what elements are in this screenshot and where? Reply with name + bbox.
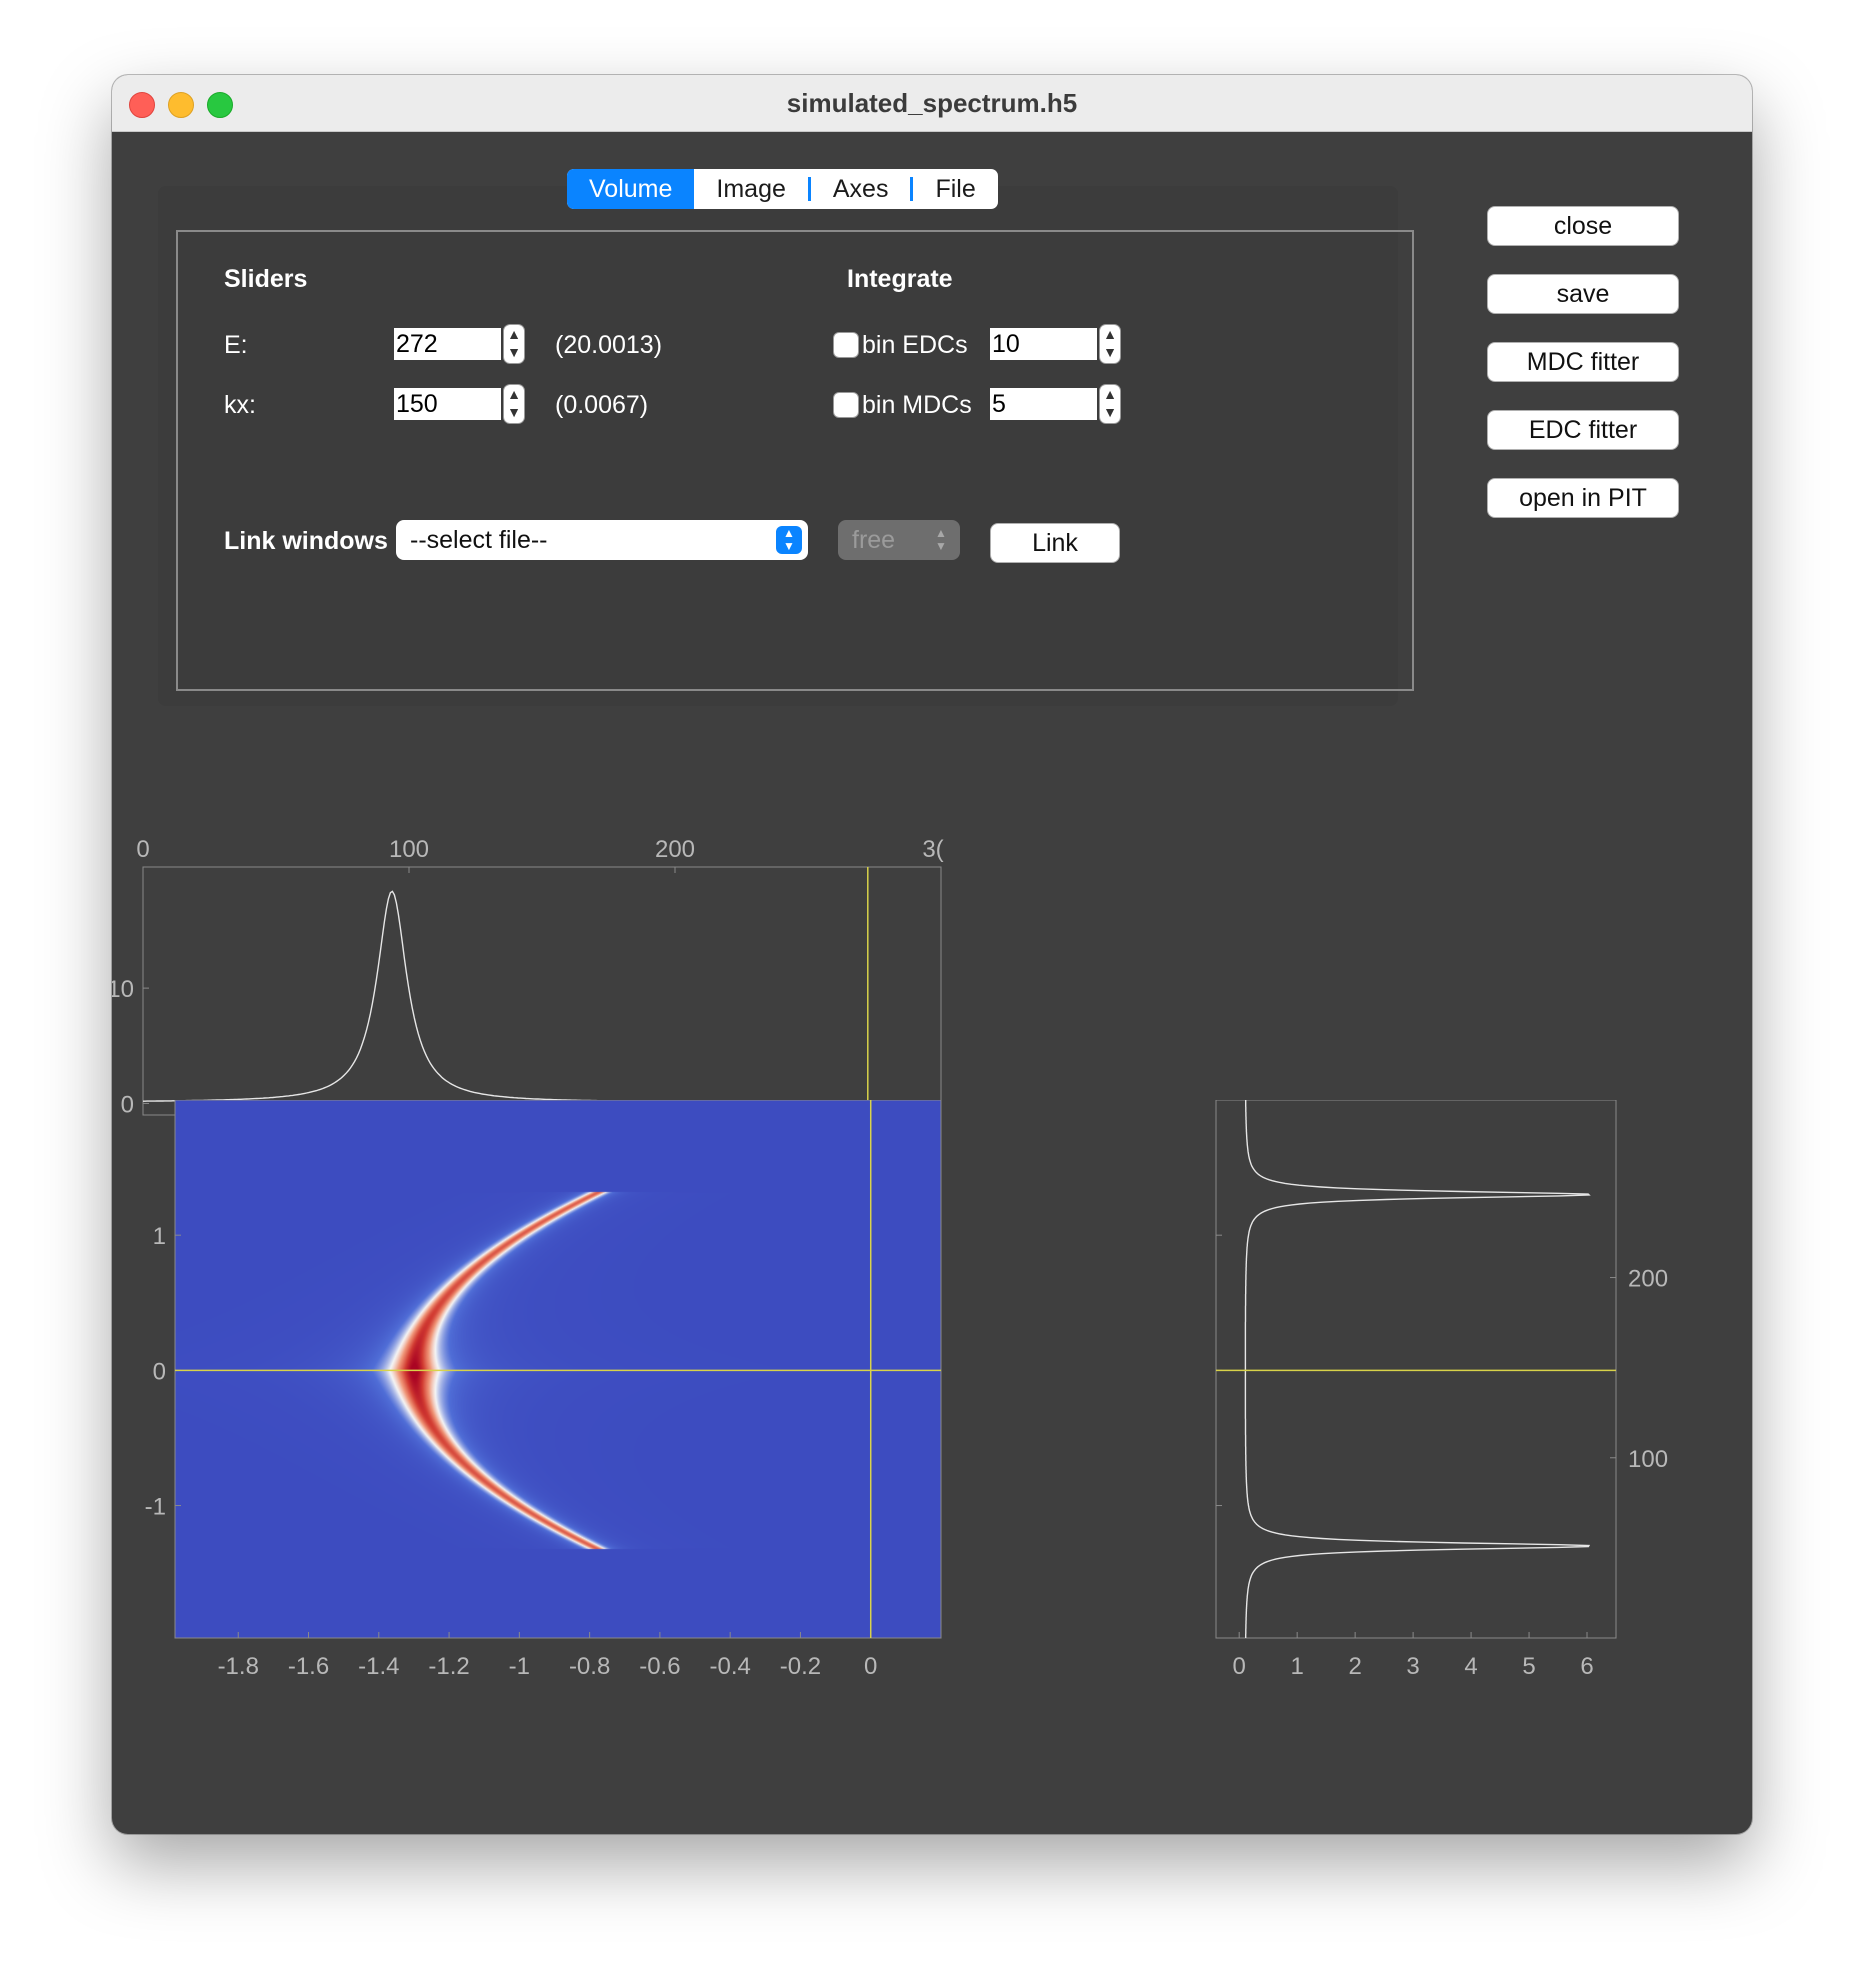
e-stepper[interactable]: ▲ ▼ <box>503 324 525 364</box>
volume-groupbox: Sliders Integrate E: 272 ▲ ▼ (20.0013) kx… <box>176 230 1414 691</box>
kx-readout: (0.0067) <box>555 391 649 419</box>
image-x-tick-label: -1.8 <box>218 1653 259 1680</box>
chevron-up-icon: ▲ <box>507 386 521 402</box>
image-x-tick-label: -0.4 <box>709 1653 750 1680</box>
window-title: simulated_spectrum.h5 <box>786 88 1078 118</box>
e-value-field[interactable]: 272 <box>394 328 501 360</box>
bin-mdcs-checkbox[interactable] <box>833 392 859 418</box>
title-bar: simulated_spectrum.h5 <box>112 75 1752 132</box>
sliders-heading: Sliders <box>224 265 308 293</box>
chevron-down-icon: ▼ <box>1103 404 1117 420</box>
image-x-tick-label: -0.8 <box>569 1653 610 1680</box>
mdc-plot-frame <box>142 866 942 1116</box>
zoom-window-button[interactable] <box>207 92 233 118</box>
edc-x-tick-label: 5 <box>1522 1653 1535 1680</box>
edc-x-tick-label: 6 <box>1580 1653 1593 1680</box>
tab-volume[interactable]: Volume <box>567 169 695 209</box>
chevron-up-icon: ▲ <box>507 326 521 342</box>
save-button[interactable]: save <box>1487 274 1679 314</box>
tab-file[interactable]: File <box>935 175 976 203</box>
mdc-top-tick-label: 0 <box>136 836 149 863</box>
chevron-up-icon: ▲ <box>1103 386 1117 402</box>
bin-edcs-stepper[interactable]: ▲ ▼ <box>1099 324 1121 364</box>
bin-edcs-label: bin EDCs <box>862 331 968 359</box>
image-x-tick-label: -1.4 <box>358 1653 399 1680</box>
control-panel <box>158 186 1398 706</box>
link-windows-label: Link windows <box>224 527 388 555</box>
chevron-up-icon: ▲ <box>1103 326 1117 342</box>
image-y-tick-label: 1 <box>153 1223 166 1250</box>
edc-plot-frame <box>1215 1100 1617 1639</box>
image-plot[interactable]: -1.8 -1.6 -1.4 -1.2 -1 -0.8 -0.6 -0.4 -0.2 0 1 0 -1 <box>112 1100 1212 1810</box>
close-window-button[interactable] <box>129 92 155 118</box>
image-y-tick-label: 0 <box>153 1358 166 1385</box>
tab-axes[interactable]: Axes <box>832 175 889 203</box>
link-button[interactable]: Link <box>990 523 1120 563</box>
image-x-tick-label: 0 <box>864 1653 877 1680</box>
updown-chevron-icon: ▲ ▼ <box>776 526 802 554</box>
link-mode-value: free <box>852 526 896 554</box>
link-mode-select: free ▲ ▼ <box>838 520 960 560</box>
kx-value-field[interactable]: 150 <box>394 388 501 420</box>
edc-x-tick-label: 2 <box>1348 1653 1361 1680</box>
mdc-top-tick-label: 100 <box>389 836 429 863</box>
edc-plot[interactable]: 012345610-1200100 <box>1212 1100 1752 1810</box>
image-x-tick-label: -1.2 <box>428 1653 469 1680</box>
edc-x-tick-label: 0 <box>1233 1653 1246 1680</box>
image-y-tick-label: -1 <box>145 1494 166 1521</box>
tab-separator <box>807 177 811 201</box>
kx-stepper[interactable]: ▲ ▼ <box>503 384 525 424</box>
tab-image[interactable]: Image <box>716 175 786 203</box>
image-x-tick-label: -0.6 <box>639 1653 680 1680</box>
e-slider-label: E: <box>224 331 248 359</box>
open-in-pit-button[interactable]: open in PIT <box>1487 478 1679 518</box>
integrate-heading: Integrate <box>847 265 953 293</box>
edc-fitter-button[interactable]: EDC fitter <box>1487 410 1679 450</box>
updown-chevron-icon: ▲ ▼ <box>935 526 947 553</box>
edc-curve <box>1244 1100 1591 1638</box>
bin-mdcs-label: bin MDCs <box>862 391 972 419</box>
mdc-curve <box>143 890 941 1103</box>
bin-edcs-checkbox[interactable] <box>833 332 859 358</box>
tab-separator <box>910 177 914 201</box>
chevron-down-icon: ▼ <box>507 344 521 360</box>
file-select[interactable]: --select file-- ▲ ▼ <box>396 520 808 560</box>
edc-x-tick-label: 3 <box>1406 1653 1419 1680</box>
edc-right-tick-label: 100 <box>1628 1446 1668 1473</box>
bin-mdcs-stepper[interactable]: ▲ ▼ <box>1099 384 1121 424</box>
e-readout: (20.0013) <box>555 331 663 359</box>
image-x-tick-label: -0.2 <box>780 1653 821 1680</box>
bin-mdcs-field[interactable]: 5 <box>990 388 1097 420</box>
file-select-value: --select file-- <box>410 526 548 554</box>
mdc-y-tick-label: 0 <box>121 1091 134 1118</box>
edc-right-tick-label: 200 <box>1628 1266 1668 1293</box>
edc-x-tick-label: 1 <box>1290 1653 1303 1680</box>
minimize-window-button[interactable] <box>168 92 194 118</box>
mdc-top-tick-label: 3( <box>922 836 943 863</box>
image-x-tick-label: -1.6 <box>288 1653 329 1680</box>
mdc-fitter-button[interactable]: MDC fitter <box>1487 342 1679 382</box>
chevron-down-icon: ▼ <box>507 404 521 420</box>
image-x-tick-label: -1 <box>509 1653 530 1680</box>
edc-x-tick-label: 4 <box>1464 1653 1477 1680</box>
image-plot-frame <box>174 1100 942 1639</box>
mdc-y-tick-label: 10 <box>112 976 134 1003</box>
chevron-down-icon: ▼ <box>1103 344 1117 360</box>
mdc-top-tick-label: 200 <box>655 836 695 863</box>
bin-edcs-field[interactable]: 10 <box>990 328 1097 360</box>
tab-bar: Volume Image Axes File <box>567 169 998 209</box>
kx-slider-label: kx: <box>224 391 256 419</box>
image-heatmap <box>175 1100 941 1638</box>
close-button[interactable]: close <box>1487 206 1679 246</box>
app-window: simulated_spectrum.h5 Sliders Integrate … <box>112 75 1752 1834</box>
